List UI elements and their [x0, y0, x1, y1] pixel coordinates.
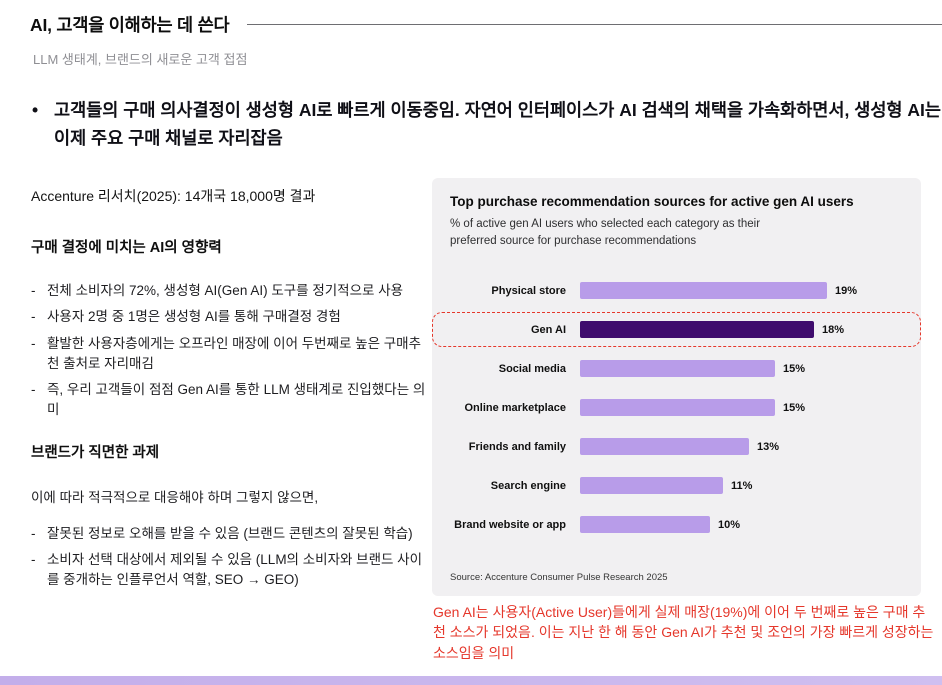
- list-item: 잘못된 정보로 오해를 받을 수 있음 (브랜드 콘텐츠의 잘못된 학습): [31, 524, 428, 544]
- chart-category-label: Gen AI: [530, 323, 566, 336]
- chart-row: Search engine 11%: [450, 466, 903, 505]
- brand-challenge-intro: 이에 따라 적극적으로 대응해야 하며 그렇지 않으면,: [31, 489, 319, 505]
- list-item-text: 사용자 2명 중 1명은 생성형 AI를 통해 구매결정 경험: [47, 309, 341, 325]
- chart-row: Brand website or app 10%: [450, 505, 903, 544]
- chart-category-label: Search engine: [490, 479, 566, 492]
- list-item: 즉, 우리 고객들이 점점 Gen AI를 통한 LLM 생태계로 진입했다는 …: [31, 380, 428, 421]
- footer-accent-band: [0, 676, 942, 685]
- chart-bar: [580, 438, 749, 456]
- list-item-text: 즉, 우리 고객들이 점점 Gen AI를 통한 LLM 생태계로 진입했다는 …: [47, 382, 426, 418]
- chart-subtitle: % of active gen AI users who selected ea…: [450, 218, 761, 247]
- chart-bar: [580, 321, 814, 339]
- chart-value-label: 11%: [731, 479, 753, 492]
- chart-row: Online marketplace 15%: [450, 388, 903, 427]
- chart-panel: Top purchase recommendation sources for …: [432, 178, 921, 596]
- research-source-line: Accenture 리서치(2025): 14개국 18,000명 결과: [31, 188, 316, 204]
- list-item: 소비자 선택 대상에서 제외될 수 있음 (LLM의 소비자와 브랜드 사이를 …: [31, 550, 428, 591]
- chart-value-label: 10%: [718, 518, 741, 531]
- chart-bar: [580, 399, 775, 417]
- brand-challenge-list: 잘못된 정보로 오해를 받을 수 있음 (브랜드 콘텐츠의 잘못된 학습) 소비…: [31, 524, 428, 591]
- chart-title: Top purchase recommendation sources for …: [450, 194, 854, 209]
- chart-row: Social media 15%: [450, 349, 903, 388]
- list-item-text: 전체 소비자의 72%, 생성형 AI(Gen AI) 도구를 정기적으로 사용: [47, 283, 404, 298]
- chart-category-label: Social media: [498, 362, 566, 375]
- chart-bar: [580, 516, 710, 534]
- chart-row-highlighted: Gen AI 18%: [432, 310, 921, 349]
- list-item-text: 소비자 선택 대상에서 제외될 수 있음 (LLM의 소비자와 브랜드 사이를 …: [47, 551, 423, 587]
- chart-bar: [580, 477, 723, 495]
- list-item: 전체 소비자의 72%, 생성형 AI(Gen AI) 도구를 정기적으로 사용: [31, 281, 428, 301]
- section-heading-brand-challenge: 브랜드가 직면한 과제: [31, 444, 160, 461]
- list-item: 활발한 사용자층에게는 오프라인 매장에 이어 두번째로 높은 구매추천 출처로…: [31, 334, 428, 375]
- chart-category-label: Brand website or app: [454, 518, 566, 531]
- chart-value-label: 15%: [783, 362, 806, 375]
- list-item: 사용자 2명 중 1명은 생성형 AI를 통해 구매결정 경험: [31, 307, 428, 327]
- slide-header: AI, 고객을 이해하는 데 쓴다: [30, 12, 942, 37]
- chart-source-note: Source: Accenture Consumer Pulse Researc…: [450, 572, 668, 583]
- chart-category-label: Physical store: [491, 284, 566, 297]
- left-column: Accenture 리서치(2025): 14개국 18,000명 결과 구매 …: [31, 186, 428, 596]
- chart-value-label: 18%: [822, 323, 845, 336]
- chart-value-label: 19%: [835, 284, 858, 297]
- page-title: AI, 고객을 이해하는 데 쓴다: [30, 15, 230, 35]
- gen-ai-insight-annotation: Gen AI는 사용자(Active User)들에게 실제 매장(19%)에 …: [433, 604, 934, 661]
- chart-bar: [580, 282, 827, 300]
- chart-category-label: Online marketplace: [464, 401, 567, 414]
- page-subtitle: LLM 생태계, 브랜드의 새로운 고객 접점: [33, 52, 248, 67]
- header-divider-line: [247, 24, 942, 25]
- chart-row: Friends and family 13%: [450, 427, 903, 466]
- section-heading-ai-influence: 구매 결정에 미치는 AI의 영향력: [31, 240, 222, 256]
- chart-value-label: 15%: [783, 401, 806, 414]
- chart-bar: [580, 360, 775, 378]
- chart-rows: Physical store 19% Gen AI 18% Social media 15…: [432, 271, 921, 544]
- chart-category-label: Friends and family: [468, 440, 566, 453]
- key-message-bullet: 고객들의 구매 의사결정이 생성형 AI로 빠르게 이동중임. 자연어 인터페이…: [30, 96, 942, 152]
- chart-value-label: 13%: [757, 440, 780, 453]
- chart-row: Physical store 19%: [450, 271, 903, 310]
- list-item-text: 활발한 사용자층에게는 오프라인 매장에 이어 두번째로 높은 구매추천 출처로…: [47, 335, 422, 371]
- list-item-text: 잘못된 정보로 오해를 받을 수 있음 (브랜드 콘텐츠의 잘못된 학습): [47, 525, 413, 541]
- ai-influence-list: 전체 소비자의 72%, 생성형 AI(Gen AI) 도구를 정기적으로 사용…: [31, 281, 428, 421]
